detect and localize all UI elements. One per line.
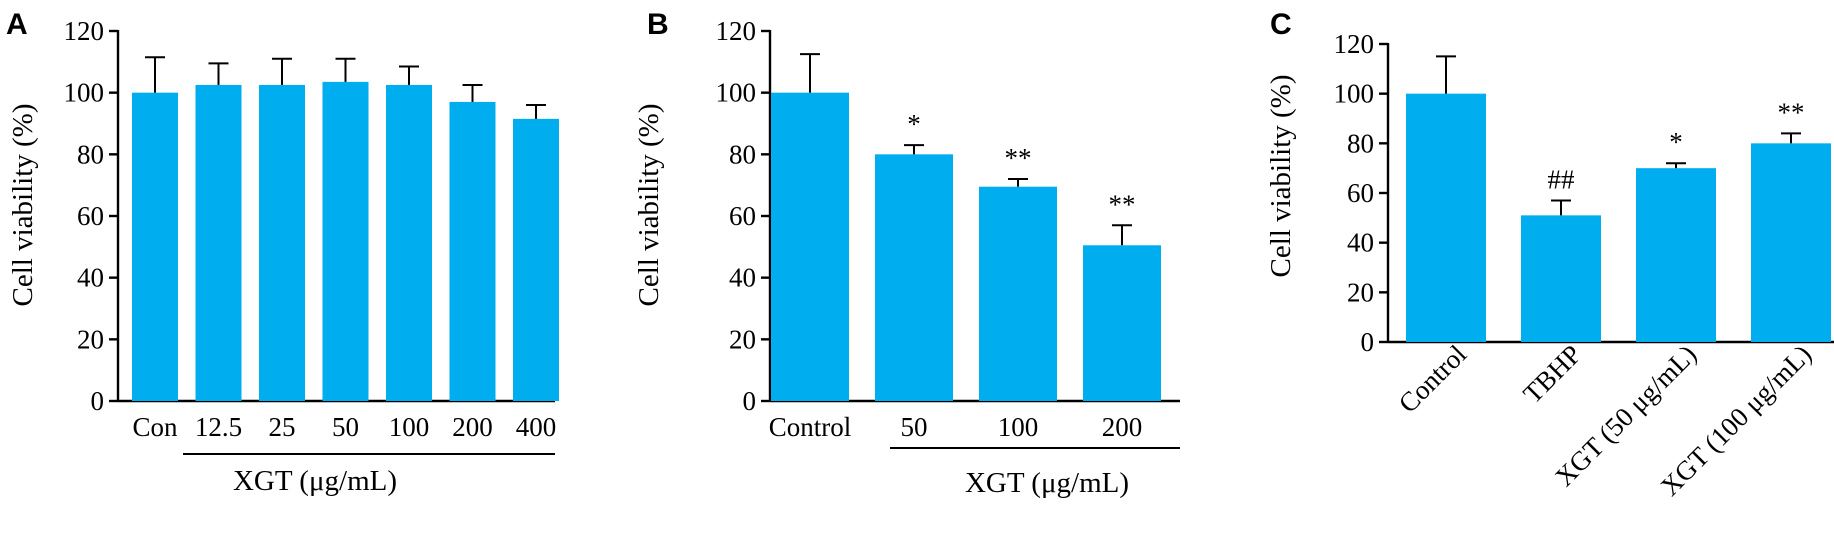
panel-a-y-tick-label: 80 [77,139,104,169]
panel-a-x-tick-label: 12.5 [195,412,242,442]
panel-c: C Cell viability (%) 0 20 40 60 80 100 120 Cont… [1265,8,1834,502]
panel-a-bar [322,81,369,401]
panel-c-y-tick-label: 80 [1347,128,1374,158]
panel-b-x-tick-label: 200 [1102,412,1143,442]
panel-b-bar [1083,245,1161,401]
panel-b-x-tick-label: 100 [998,412,1039,442]
panel-a-bar [449,101,496,402]
panel-c-bar [1406,93,1486,343]
panel-b-y-tick-label: 60 [729,201,756,231]
panel-c-significance-label: ** [1778,97,1805,127]
panel-a-bar [132,92,178,402]
panel-a-y-tick-label: 120 [64,16,105,46]
panel-b-y-tick-label: 20 [729,324,756,354]
panel-b-y-axis-label: Cell viability (%) [633,104,665,307]
panel-b-y-tick-label: 0 [743,386,757,416]
panel-b-letter: B [647,8,669,41]
panel-c-y-tick-label: 100 [1334,79,1375,109]
panel-c-x-tick-label: TBHP [1517,339,1587,409]
panel-a-bar [259,84,305,401]
panel-a-letter: A [6,8,28,41]
panel-b-significance-label: ** [1005,143,1032,173]
panel-c-bar [1751,143,1831,342]
panel-a-bar [195,84,242,401]
panel-a-y-tick-label: 60 [77,201,104,231]
panel-b-y-tick-label: 120 [716,16,757,46]
panel-a-x-tick-label: 25 [269,412,296,442]
panel-a-y-tick-label: 0 [91,386,105,416]
panel-a-x-tick-label: 400 [516,412,557,442]
panel-a-y-tick-label: 40 [77,263,104,293]
panel-a-y-axis-label: Cell viability (%) [7,104,39,307]
panel-a-x-tick-label: Con [132,412,178,442]
panel-c-y-tick-label: 20 [1347,277,1374,307]
panel-a-bar [386,84,432,401]
panel-b-significance-label: * [907,109,921,139]
panel-c-y-tick-label: 40 [1347,228,1374,258]
panel-c-letter: C [1270,8,1292,41]
panel-c-y-axis-label: Cell viability (%) [1265,75,1297,278]
panel-a-y-tick-label: 100 [64,78,105,108]
panel-b-x-tick-label: Control [769,412,852,442]
panel-a: A Cell viability (%) XGT (μg/mL) 0 20 40 60… [6,8,559,497]
panel-b-y-tick-label: 80 [729,139,756,169]
panel-c-x-tick-label: Control [1393,339,1473,419]
panel-a-group-label: XGT (μg/mL) [233,465,397,497]
panel-c-bar [1636,168,1716,342]
panel-b-bar [875,154,953,401]
panel-c-y-tick-label: 120 [1334,29,1375,59]
panel-a-x-tick-label: 50 [332,412,359,442]
panel-c-significance-label: * [1669,127,1683,157]
panel-b-bar [771,92,849,402]
panel-a-y-tick-label: 20 [77,324,104,354]
panel-c-bar [1521,215,1601,342]
panel-b: B Cell viability (%) XGT (μg/mL) 0 20 40 60… [633,8,1180,499]
panel-b-bar [979,186,1057,401]
panel-c-significance-label: ## [1548,164,1576,194]
panel-b-y-tick-label: 100 [716,78,757,108]
panel-c-y-tick-label: 0 [1361,327,1375,357]
panel-c-y-tick-label: 60 [1347,178,1374,208]
panel-a-bar [513,118,559,401]
panel-b-x-tick-label: 50 [901,412,928,442]
panel-b-y-tick-label: 40 [729,263,756,293]
panel-b-significance-label: ** [1109,189,1136,219]
panel-a-x-tick-label: 100 [389,412,430,442]
panel-b-group-label: XGT (μg/mL) [965,467,1129,499]
panel-a-x-tick-label: 200 [452,412,493,442]
